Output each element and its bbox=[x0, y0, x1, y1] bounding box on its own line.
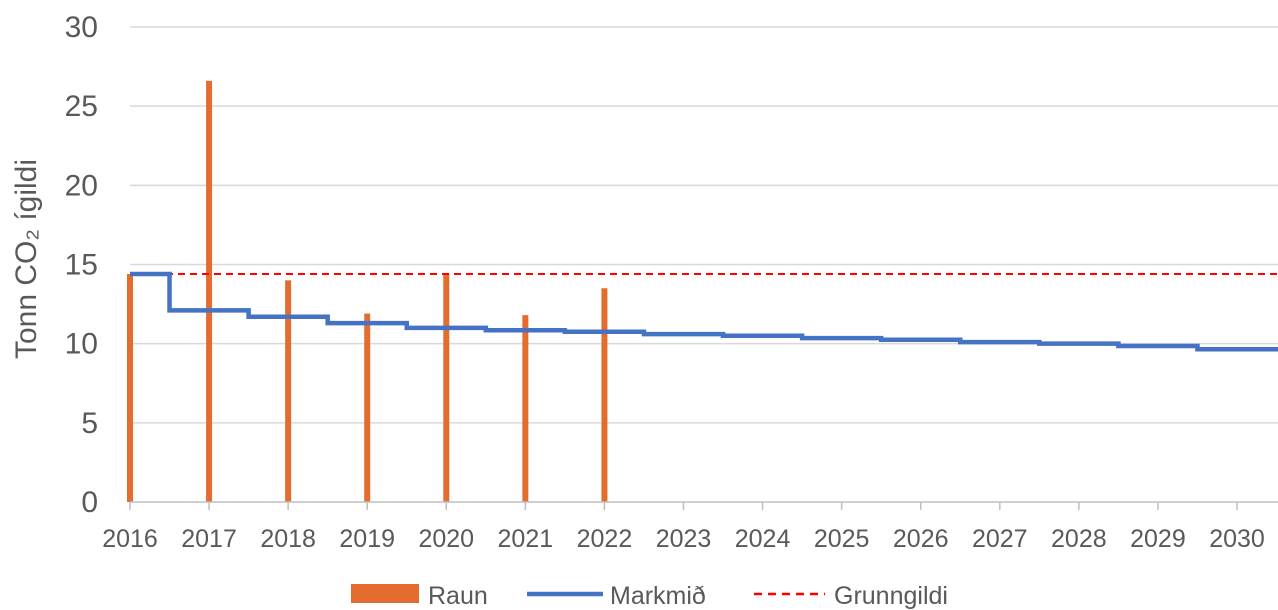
x-tick-label: 2017 bbox=[181, 525, 237, 553]
x-tick-label: 2030 bbox=[1209, 525, 1265, 553]
y-tick-label: 5 bbox=[81, 407, 98, 440]
x-tick-label: 2021 bbox=[498, 525, 554, 553]
y-axis-label: Tonn CO₂ ígildi bbox=[10, 159, 43, 359]
x-tick-label: 2024 bbox=[735, 525, 791, 553]
x-tick-label: 2025 bbox=[814, 525, 870, 553]
line-series-markmid bbox=[130, 271, 1278, 352]
bar-series-raun bbox=[127, 80, 608, 502]
bar-raun-2022 bbox=[601, 288, 608, 502]
y-tick-label: 0 bbox=[81, 486, 98, 519]
bar-raun-2017 bbox=[206, 80, 213, 502]
bar-raun-2020 bbox=[443, 274, 450, 502]
x-axis-ticks: 2016 2017 2018 2019 2020 2021 2022 2023 2024 2025… bbox=[102, 525, 1265, 553]
y-tick-label: 20 bbox=[65, 169, 98, 202]
x-tick-label: 2022 bbox=[577, 525, 633, 553]
x-tick-label: 2019 bbox=[339, 525, 395, 553]
legend-label-raun: Raun bbox=[428, 582, 488, 610]
bar-raun-2019 bbox=[364, 313, 371, 502]
x-tick-label: 2023 bbox=[656, 525, 712, 553]
x-tick-label: 2027 bbox=[972, 525, 1028, 553]
markmid-line bbox=[130, 271, 1278, 352]
legend-swatch-raun bbox=[351, 584, 419, 603]
legend-label-markmid: Markmið bbox=[610, 582, 706, 610]
y-tick-label: 25 bbox=[65, 90, 98, 123]
legend-label-grunngildi: Grunngildi bbox=[834, 582, 948, 610]
y-axis-ticks: 0 5 10 15 20 25 30 bbox=[65, 11, 98, 519]
y-tick-label: 10 bbox=[65, 328, 98, 361]
bar-raun-2021 bbox=[522, 315, 529, 502]
x-tick-label: 2018 bbox=[260, 525, 316, 553]
x-tick-label: 2016 bbox=[102, 525, 158, 553]
x-tick-label: 2026 bbox=[893, 525, 949, 553]
bar-raun-2018 bbox=[285, 280, 292, 502]
x-tick-label: 2020 bbox=[418, 525, 474, 553]
x-tick-label: 2028 bbox=[1051, 525, 1107, 553]
x-axis bbox=[129, 501, 1278, 510]
gridlines bbox=[130, 26, 1278, 424]
legend: Raun Markmið Grunngildi bbox=[351, 582, 948, 610]
x-tick-label: 2029 bbox=[1130, 525, 1186, 553]
y-tick-label: 15 bbox=[65, 249, 98, 282]
y-tick-label: 30 bbox=[65, 11, 98, 44]
bar-raun-2016 bbox=[127, 274, 133, 502]
